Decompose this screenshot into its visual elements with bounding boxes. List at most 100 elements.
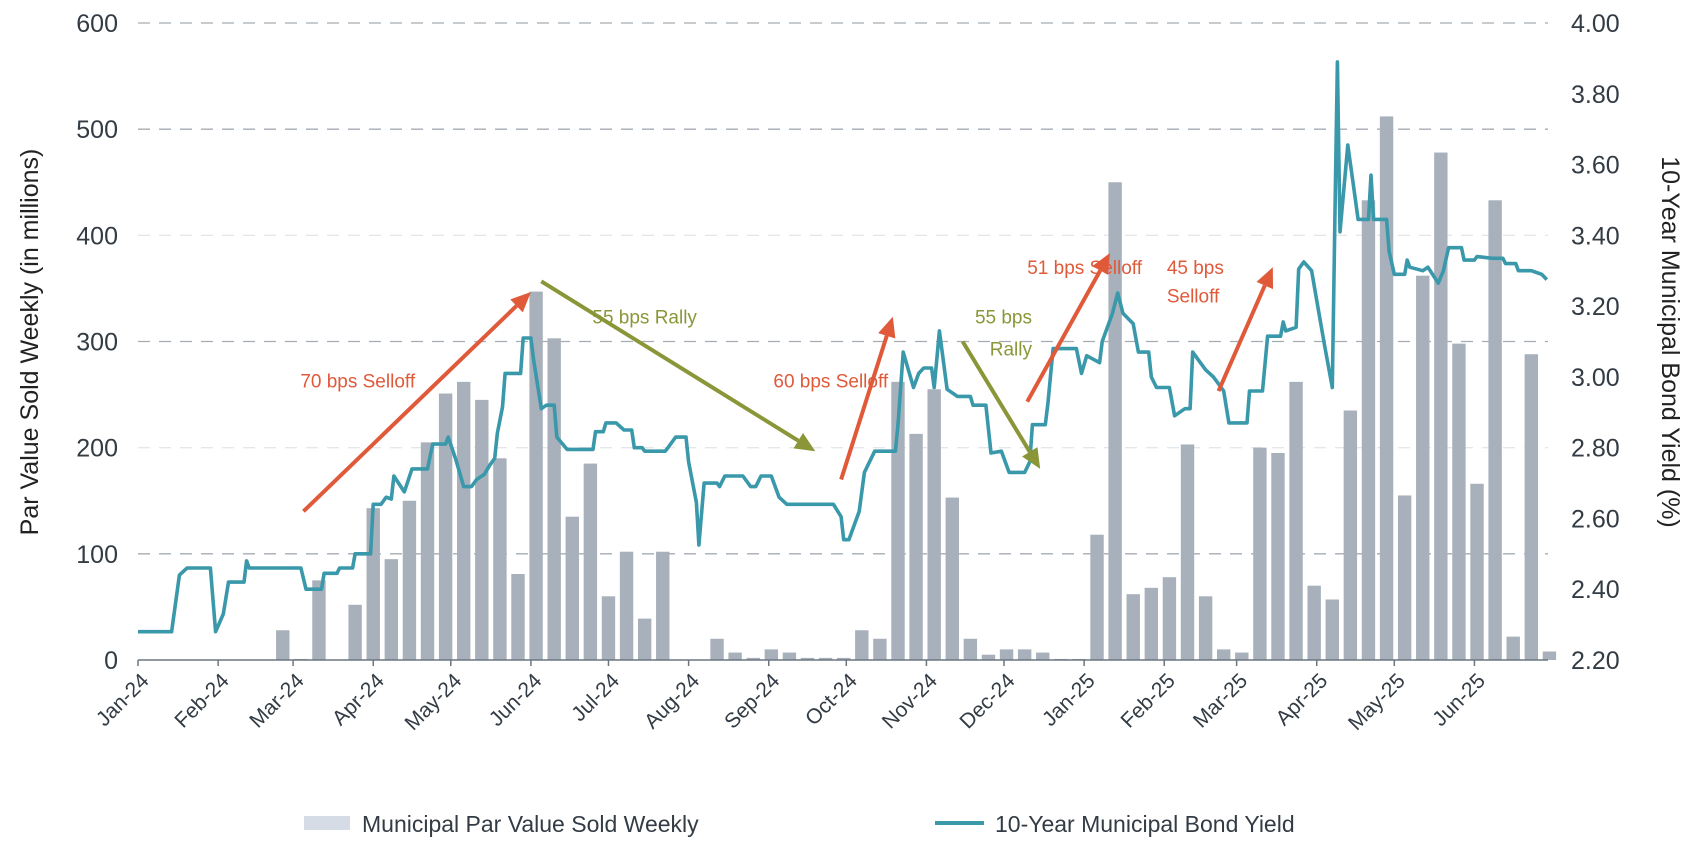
- y-left-tick-label: 600: [76, 10, 118, 38]
- bar: [1144, 587, 1159, 660]
- y-right-tick-label: 2.40: [1571, 576, 1620, 604]
- x-tick-label: Feb-24: [170, 669, 234, 733]
- y-right-tick-label: 2.80: [1571, 435, 1620, 463]
- bar: [1090, 534, 1104, 660]
- bar: [945, 497, 959, 660]
- bar: [656, 551, 670, 660]
- bar: [1542, 651, 1557, 660]
- bar: [1397, 495, 1412, 660]
- arrowhead-icon: [878, 316, 896, 339]
- x-tick-label: Oct-24: [801, 669, 862, 730]
- x-tick-label: Jul-24: [567, 669, 624, 726]
- rally-arrow: [540, 279, 800, 443]
- bar: [601, 596, 616, 660]
- bar: [764, 649, 779, 660]
- x-tick-label: Jun-24: [485, 669, 547, 731]
- y-right-tick-label: 3.00: [1571, 364, 1620, 392]
- bar: [312, 580, 326, 660]
- legend-label-bars: Municipal Par Value Sold Weekly: [362, 811, 699, 837]
- y-right-tick-label: 3.40: [1571, 222, 1620, 250]
- x-tick-label: Aug-24: [640, 669, 704, 733]
- y-right-tick-label: 3.60: [1571, 152, 1620, 180]
- x-tick-label: Sep-24: [720, 669, 784, 733]
- y-right-tick-label: 3.20: [1571, 293, 1620, 321]
- gridlines: 0 100 200 300 400 500 600 2.20 2.40 2.60 2.80 3.00 3…: [76, 10, 1619, 675]
- y-left-axis-title: Par Value Sold Weekly (in millions): [16, 149, 44, 536]
- arrowhead-icon: [1256, 267, 1274, 290]
- annotation-label: Rally: [990, 340, 1033, 361]
- bar: [981, 654, 996, 660]
- bar: [1108, 182, 1122, 660]
- bar: [1235, 652, 1249, 660]
- arrowhead-icon: [1022, 447, 1041, 469]
- x-tick-label: Jun-25: [1428, 669, 1490, 731]
- bar: [710, 638, 724, 660]
- bar: [963, 638, 978, 660]
- selloff-arrow: [839, 335, 889, 481]
- y-right-tick-label: 2.20: [1571, 647, 1620, 675]
- bar: [565, 516, 579, 660]
- bar: [1180, 444, 1195, 660]
- bar: [999, 649, 1014, 660]
- bar: [1198, 596, 1213, 660]
- bar: [384, 559, 399, 660]
- annotation-label: 51 bps Selloff: [1027, 258, 1143, 279]
- x-tick-label: Apr-25: [1271, 669, 1332, 730]
- bar: [1253, 447, 1267, 660]
- bar: [348, 604, 362, 660]
- bar: [782, 652, 797, 660]
- bar: [873, 638, 887, 660]
- bar: [475, 399, 489, 660]
- x-tick-label: Jan-25: [1038, 669, 1100, 731]
- bar: [1343, 410, 1358, 660]
- y-left-tick-label: 300: [76, 329, 118, 357]
- bar-series: [276, 116, 1557, 661]
- bar: [420, 442, 435, 660]
- bar: [529, 291, 543, 660]
- bar: [855, 630, 869, 660]
- annotations: 70 bps Selloff 55 bps Rally 60 bps Selloff…: [300, 253, 1274, 513]
- selloff-arrow: [1025, 269, 1102, 403]
- bar: [1361, 200, 1376, 660]
- y-left-tick-label: 0: [104, 647, 118, 675]
- bar: [746, 657, 760, 660]
- y-right-tick-label: 2.60: [1571, 505, 1620, 533]
- bar: [1017, 649, 1032, 660]
- bar: [1126, 594, 1140, 660]
- bar: [583, 463, 598, 660]
- x-tick-label: Dec-24: [955, 669, 1019, 733]
- bar: [1434, 152, 1448, 661]
- annotation-label: 55 bps: [975, 308, 1032, 329]
- bar: [1488, 200, 1502, 660]
- bar: [728, 652, 742, 660]
- bar: [1289, 381, 1303, 660]
- bar: [1036, 652, 1050, 660]
- selloff-arrow: [302, 304, 518, 513]
- y-right-tick-label: 3.80: [1571, 81, 1620, 109]
- line-series: [138, 60, 1549, 634]
- bar: [1162, 577, 1177, 660]
- x-tick-label: May-24: [401, 669, 467, 735]
- bar: [547, 338, 561, 660]
- y-right-tick-label: 4.00: [1571, 10, 1620, 38]
- bar: [1217, 649, 1231, 660]
- legend-label-line: 10-Year Municipal Bond Yield: [995, 811, 1295, 837]
- arrowhead-icon: [793, 433, 816, 452]
- annotation-label: 60 bps Selloff: [773, 371, 889, 392]
- y-left-tick-label: 200: [76, 435, 118, 463]
- bar: [1524, 354, 1539, 660]
- bar: [909, 433, 923, 660]
- selloff-arrow: [1216, 284, 1267, 392]
- bar: [402, 500, 417, 660]
- bar: [457, 381, 471, 660]
- bar: [493, 458, 507, 660]
- bar: [511, 574, 525, 660]
- bar: [276, 630, 290, 660]
- x-tick-label: May-25: [1344, 669, 1410, 735]
- x-tick-label: Jan-24: [92, 669, 154, 731]
- bar: [619, 551, 634, 660]
- legend: Municipal Par Value Sold Weekly 10-Year …: [304, 811, 1295, 837]
- x-tick-label: Mar-24: [245, 669, 309, 733]
- bar: [1506, 636, 1520, 660]
